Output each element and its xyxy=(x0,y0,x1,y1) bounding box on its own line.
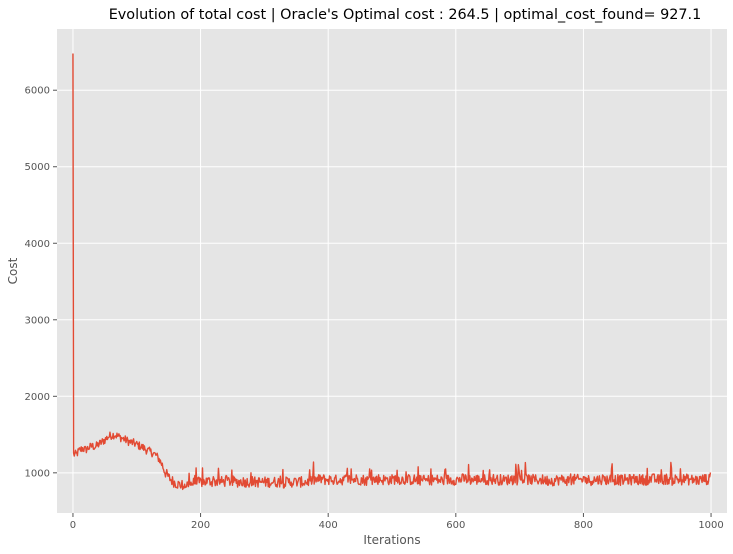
x-tick-label: 600 xyxy=(446,520,465,531)
x-axis-label: Iterations xyxy=(363,533,420,547)
y-axis-label: Cost xyxy=(6,257,20,284)
chart-title: Evolution of total cost | Oracle's Optim… xyxy=(109,7,702,23)
x-tick-label: 800 xyxy=(574,520,593,531)
y-tick-label: 1000 xyxy=(25,468,50,479)
x-axis: 0 200 400 600 800 1000 xyxy=(70,513,724,531)
plot-area xyxy=(57,29,727,513)
y-tick-label: 4000 xyxy=(25,239,50,250)
x-tick-label: 400 xyxy=(319,520,338,531)
y-tick-label: 3000 xyxy=(25,315,50,326)
y-tick-label: 5000 xyxy=(25,162,50,173)
x-tick-label: 200 xyxy=(191,520,210,531)
x-tick-label: 0 xyxy=(70,520,76,531)
series-line xyxy=(72,53,712,491)
y-tick-label: 6000 xyxy=(25,86,50,97)
grid-lines xyxy=(57,29,727,513)
x-tick-label: 1000 xyxy=(698,520,723,531)
y-axis: 1000 2000 3000 4000 5000 6000 xyxy=(25,86,57,479)
y-tick-label: 2000 xyxy=(25,392,50,403)
